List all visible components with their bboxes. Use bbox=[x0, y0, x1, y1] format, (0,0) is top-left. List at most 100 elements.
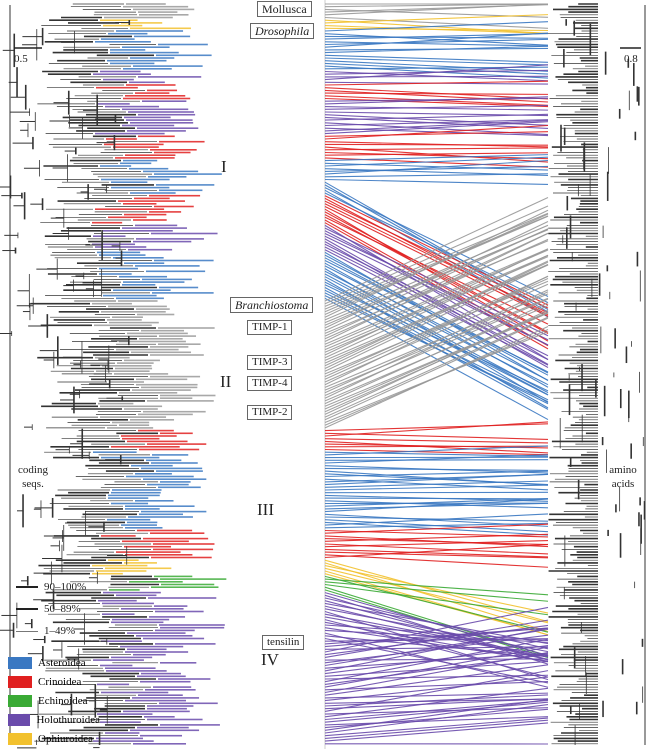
left-leaf-label-mark bbox=[127, 632, 186, 634]
branchiostoma-label: Branchiostoma bbox=[230, 297, 314, 314]
connector-line bbox=[324, 113, 549, 121]
left-leaf-label-mark bbox=[161, 583, 215, 586]
connector-line bbox=[324, 701, 549, 723]
connector-line bbox=[324, 243, 549, 357]
left-leaf-label-mark bbox=[143, 537, 209, 540]
connector-line bbox=[324, 3, 549, 16]
left-leaf-label-mark bbox=[113, 257, 164, 259]
left-leaf-label-mark bbox=[115, 157, 175, 159]
left-leaf-label-mark bbox=[106, 138, 137, 140]
left-leaf-label-mark bbox=[128, 248, 173, 251]
connector-line bbox=[324, 221, 549, 329]
left-leaf-label-mark bbox=[104, 143, 164, 146]
connector-line bbox=[324, 470, 549, 478]
left-leaf-label-mark bbox=[104, 16, 173, 19]
left-leaf-label-mark bbox=[133, 653, 166, 656]
ophiuroidea-swatch bbox=[8, 733, 32, 745]
connector-line bbox=[324, 283, 549, 383]
left-leaf-label-mark bbox=[158, 486, 201, 489]
connector-line bbox=[324, 212, 549, 307]
left-leaf-label-mark bbox=[107, 518, 151, 521]
connector-line bbox=[324, 97, 549, 102]
left-leaf-label-mark bbox=[126, 475, 194, 478]
left-leaf-label-mark bbox=[122, 437, 160, 440]
connector-line bbox=[324, 498, 549, 513]
left-leaf-label-mark bbox=[96, 570, 147, 572]
left-leaf-label-mark bbox=[149, 194, 201, 197]
connector-line bbox=[324, 151, 549, 160]
left-leaf-label-mark bbox=[123, 68, 172, 70]
connector-line bbox=[324, 575, 549, 633]
connector-line bbox=[324, 644, 549, 675]
left-leaf-label-mark bbox=[129, 167, 169, 170]
connector-line bbox=[324, 277, 549, 380]
left-leaf-label-mark bbox=[103, 294, 157, 297]
connector-line bbox=[324, 246, 549, 361]
left-leaf-label-mark bbox=[127, 130, 186, 132]
left-leaf-label-mark bbox=[158, 43, 208, 46]
clade-III-label: III bbox=[257, 500, 274, 519]
left-leaf-label-mark bbox=[110, 49, 146, 51]
left-leaf-label-mark bbox=[128, 111, 194, 113]
left-leaf-label-mark bbox=[101, 691, 169, 694]
left-leaf-label-mark bbox=[125, 527, 163, 529]
connector-line bbox=[324, 143, 549, 146]
left-tree bbox=[0, 3, 227, 749]
left-leaf-label-mark bbox=[130, 419, 175, 421]
left-leaf-label-mark bbox=[119, 340, 186, 343]
connector-line bbox=[324, 627, 549, 648]
left-leaf-label-mark bbox=[121, 435, 177, 437]
left-leaf-label-mark bbox=[140, 680, 191, 683]
left-leaf-label-mark bbox=[107, 59, 167, 62]
left-leaf-label-mark bbox=[116, 551, 181, 553]
connector-line bbox=[324, 543, 549, 559]
connector-line bbox=[324, 311, 549, 410]
left-leaf-label-mark bbox=[159, 140, 205, 143]
left-leaf-label-mark bbox=[151, 232, 218, 235]
connector-line bbox=[324, 154, 549, 162]
left-leaf-label-mark bbox=[132, 389, 191, 391]
left-leaf-label-mark bbox=[158, 327, 215, 329]
connector-line bbox=[324, 60, 549, 72]
left-leaf-label-mark bbox=[139, 448, 200, 451]
left-leaf-label-mark bbox=[125, 651, 189, 653]
left-leaf-label-mark bbox=[116, 594, 157, 597]
timp4-label: TIMP-4 bbox=[247, 376, 293, 392]
left-leaf-label-mark bbox=[95, 246, 147, 248]
asteroidea-swatch bbox=[8, 657, 32, 669]
left-leaf-label-mark bbox=[159, 702, 218, 705]
left-leaf-label-mark bbox=[125, 508, 160, 510]
left-leaf-label-mark bbox=[150, 149, 197, 151]
left-leaf-label-mark bbox=[124, 116, 171, 119]
connector-line bbox=[324, 3, 549, 8]
connector-line bbox=[324, 638, 549, 683]
left-leaf-label-mark bbox=[112, 489, 162, 491]
connector-line bbox=[324, 646, 549, 650]
left-leaf-label-mark bbox=[109, 589, 140, 591]
connector-line bbox=[324, 206, 549, 317]
ophiuroidea-text: Ophiuroidea bbox=[38, 733, 93, 745]
connector-line bbox=[324, 33, 549, 40]
left-leaf-label-mark bbox=[133, 65, 203, 67]
left-leaf-label-mark bbox=[100, 165, 132, 167]
left-leaf-label-mark bbox=[123, 159, 158, 162]
left-leaf-label-mark bbox=[130, 122, 194, 124]
left-leaf-label-mark bbox=[127, 440, 188, 443]
left-leaf-label-mark bbox=[110, 51, 179, 54]
connector-line bbox=[324, 41, 549, 47]
left-leaf-label-mark bbox=[135, 224, 178, 227]
left-leaf-label-mark bbox=[147, 443, 207, 445]
left-leaf-label-mark bbox=[92, 302, 132, 305]
connector-line bbox=[324, 75, 549, 78]
left-leaf-label-mark bbox=[131, 464, 173, 467]
legend-echinoidea: Echinoidea bbox=[8, 692, 100, 710]
left-leaf-label-mark bbox=[98, 402, 134, 405]
asteroidea-text: Asteroidea bbox=[38, 657, 86, 669]
left-leaf-label-mark bbox=[122, 227, 187, 229]
left-leaf-label-mark bbox=[126, 3, 166, 5]
connector-line bbox=[324, 674, 549, 680]
left-leaf-label-mark bbox=[108, 494, 160, 497]
left-leaf-label-mark bbox=[138, 11, 178, 13]
left-leaf-label-mark bbox=[99, 267, 138, 270]
connector-line bbox=[324, 281, 549, 396]
